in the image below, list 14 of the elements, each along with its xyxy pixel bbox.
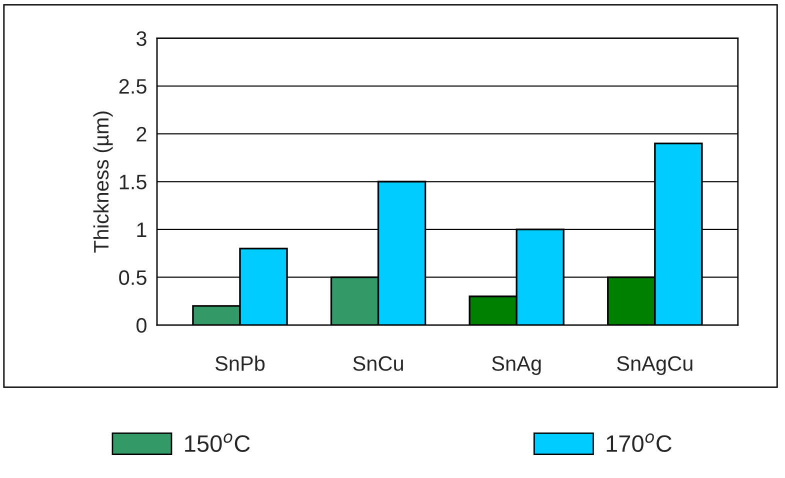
y-tick-label: 2 <box>136 126 146 142</box>
x-tick-label: SnAgCu <box>617 356 692 376</box>
y-tick-label: 2.5 <box>119 79 146 94</box>
y-tick-label: 3 <box>136 31 146 46</box>
y-tick-label: 0.5 <box>119 270 146 285</box>
y-tick-label: 1 <box>137 222 146 237</box>
y-axis-title: Thickness (µm) <box>93 112 113 253</box>
x-tick-label: SnAg <box>492 356 541 376</box>
y-tick-label: 1.5 <box>120 174 146 190</box>
legend-label: 150$^{o}$C <box>185 433 250 452</box>
x-tick-label: SnCu <box>353 356 403 371</box>
x-tick-label: SnPb <box>215 356 265 371</box>
y-tick-label: 0 <box>136 318 146 333</box>
legend-label: 170$^{o}$C <box>606 433 672 452</box>
